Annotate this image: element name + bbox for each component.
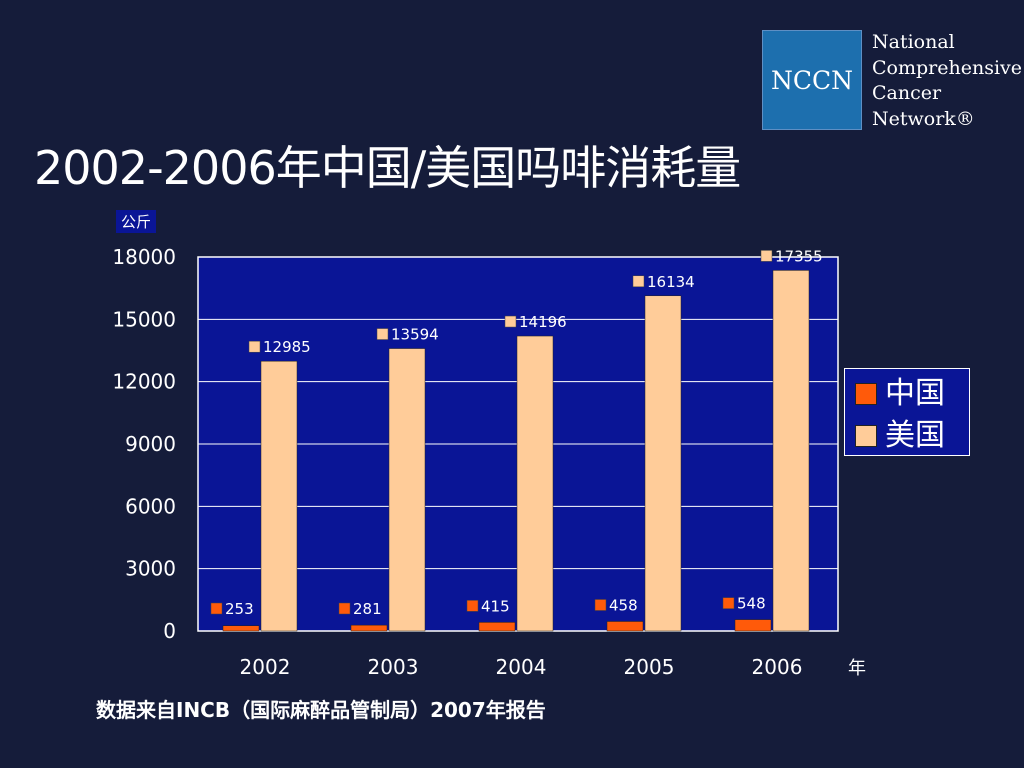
bar-china [222,625,260,632]
y-axis-unit-label: 公斤 [116,210,157,233]
bar-usa [260,360,298,632]
nccn-abbr: NCCN [770,65,853,95]
legend-label-usa: 美国 [885,418,945,453]
bar-usa [772,270,810,632]
y-tick-label: 12000 [112,370,176,394]
x-tick-label: 2005 [624,655,675,679]
data-label-marker [760,250,773,262]
data-label-marker [632,275,645,288]
legend-label-china: 中国 [885,376,945,411]
bar-china [734,619,772,632]
data-label-marker [504,315,517,328]
bar-china [350,624,388,632]
legend-swatch-china [855,383,877,405]
nccn-logo-box: NCCN [762,30,862,130]
legend-item-china: 中国 [855,377,945,411]
data-label-marker [722,597,735,609]
x-tick-label: 2003 [368,655,419,679]
data-label: 253 [225,600,254,618]
data-label-marker [248,340,261,353]
logo-line-3: Cancer [872,82,942,104]
data-label-marker [376,328,389,340]
data-label: 13594 [391,326,439,344]
data-label-marker [594,599,607,611]
nccn-logo: NCCN National Comprehensive Cancer Netwo… [762,30,1022,130]
y-tick-label: 3000 [125,557,176,581]
legend-item-usa: 美国 [855,419,945,453]
slide-title: 2002-2006年中国/美国吗啡消耗量 [34,141,741,195]
y-tick-label: 18000 [112,245,176,269]
nccn-logo-text: National Comprehensive Cancer Network® [872,30,1022,132]
data-label: 16134 [647,273,695,291]
data-label: 17355 [775,247,823,265]
data-label: 12985 [263,338,311,356]
data-label: 14196 [519,313,567,331]
bar-usa [644,295,682,632]
chart-legend: 中国 美国 [844,368,970,456]
data-label: 548 [737,595,766,613]
legend-swatch-usa [855,425,877,447]
data-label-marker [466,600,479,612]
data-source-note: 数据来自INCB（国际麻醉品管制局）2007年报告 [96,698,546,722]
x-axis-unit-label: 年 [848,658,866,679]
data-label: 281 [353,600,382,618]
y-tick-label: 9000 [125,432,176,456]
bar-china [606,621,644,632]
logo-line-1: National [872,31,955,53]
bar-usa [388,348,426,632]
x-tick-label: 2006 [752,655,803,679]
logo-line-4: Network® [872,107,975,130]
data-label: 458 [609,596,638,614]
logo-line-2: Comprehensive [872,56,1023,79]
data-label-marker [210,602,223,615]
bar-usa [516,335,554,632]
data-label: 415 [481,597,510,615]
y-tick-label: 0 [163,619,176,643]
data-label-marker [338,602,351,615]
y-tick-label: 15000 [112,307,176,331]
x-tick-label: 2004 [496,655,547,679]
bar-china [478,622,516,632]
x-tick-label: 2002 [240,655,291,679]
y-tick-label: 6000 [125,494,176,518]
